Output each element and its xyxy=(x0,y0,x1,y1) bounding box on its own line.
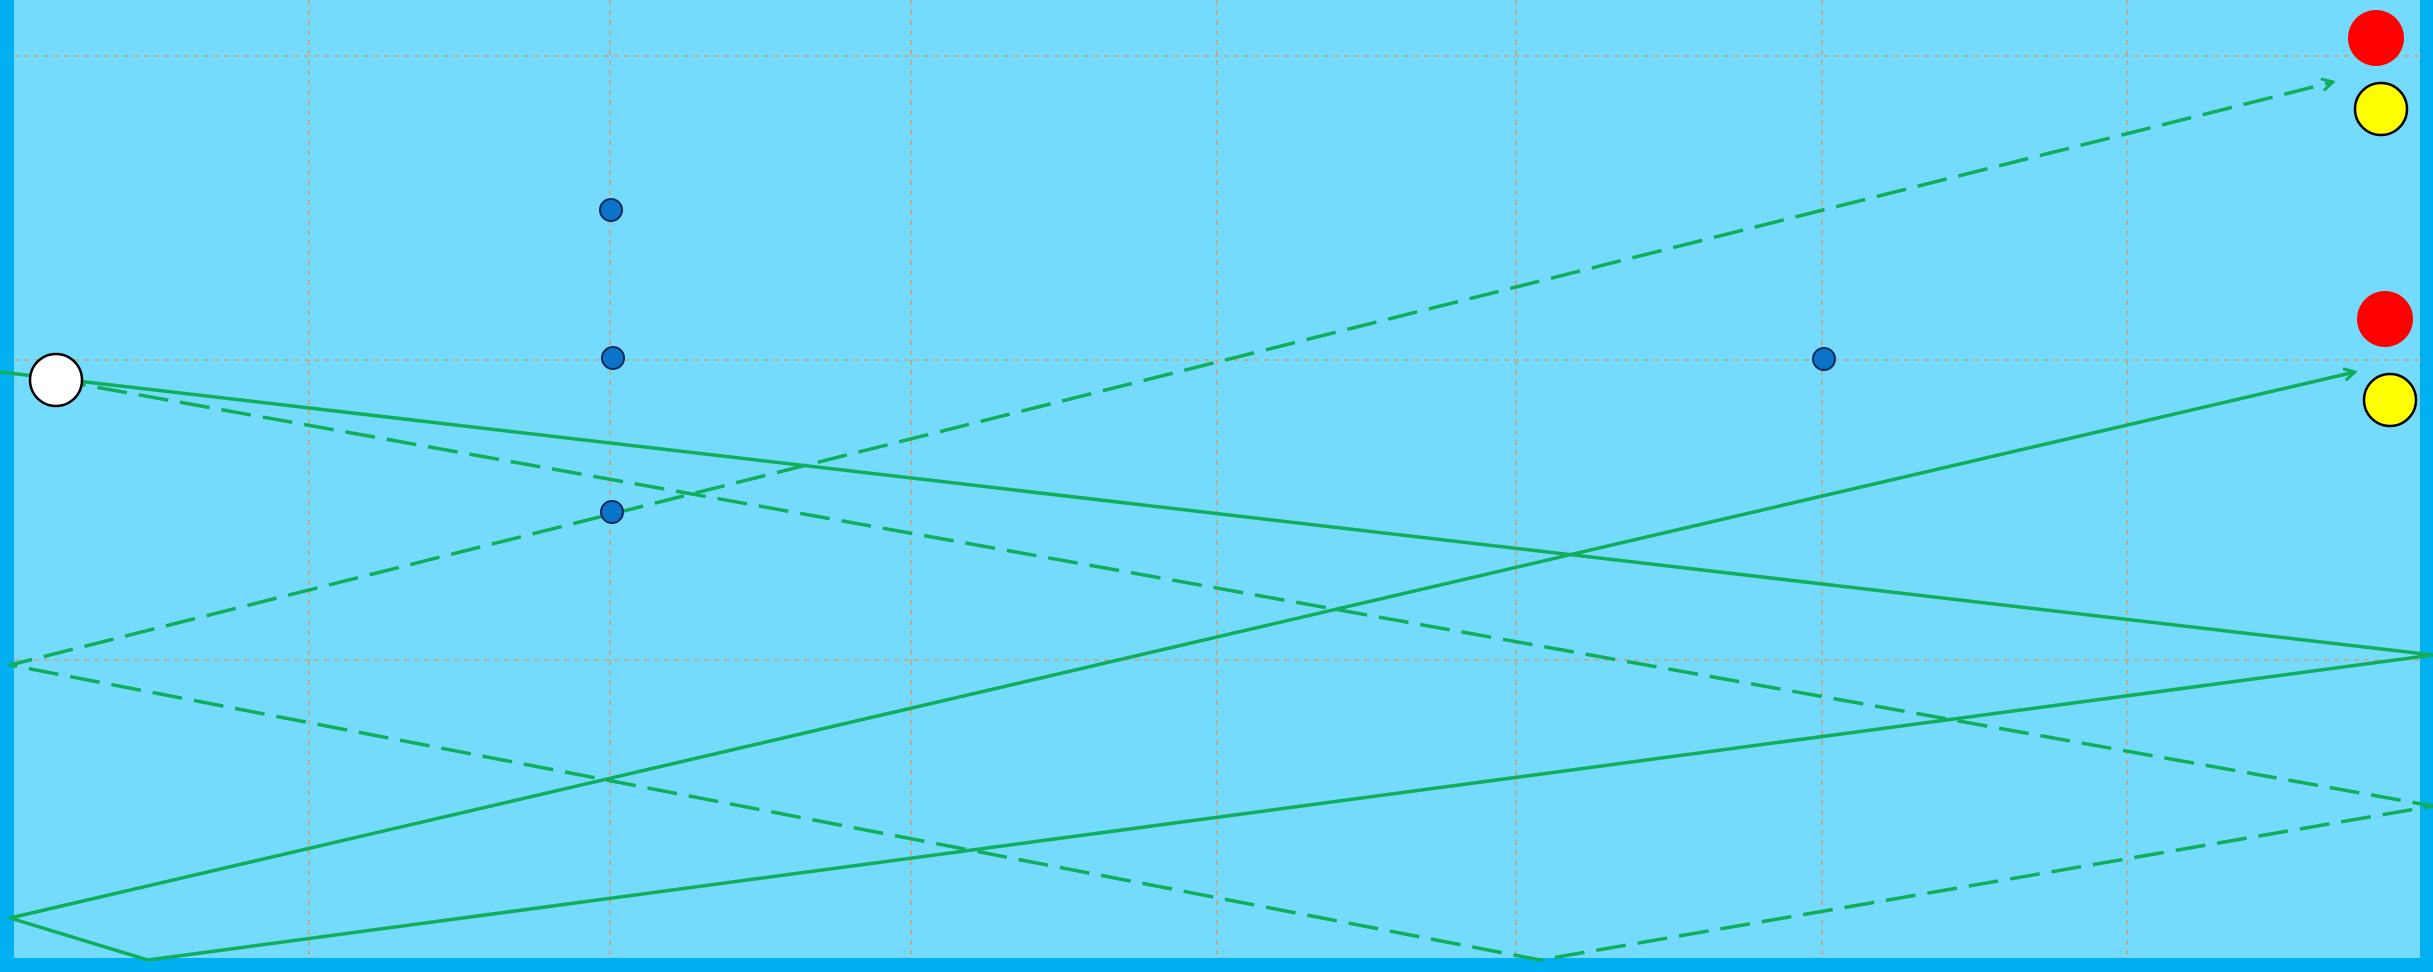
red-ball-top xyxy=(2348,10,2404,66)
yellow-ball-top xyxy=(2353,81,2409,137)
diamond-marker xyxy=(600,500,624,524)
diamond-marker xyxy=(599,198,623,222)
grid xyxy=(14,0,2420,958)
red-ball-middle xyxy=(2357,291,2413,347)
cue-ball xyxy=(28,352,84,408)
diamond-marker xyxy=(601,346,625,370)
dashed-path xyxy=(8,82,2433,962)
diamond-markers xyxy=(599,198,1836,524)
yellow-ball-middle xyxy=(2362,372,2418,428)
diamond-marker xyxy=(1812,347,1836,371)
solid-path xyxy=(0,372,2433,962)
